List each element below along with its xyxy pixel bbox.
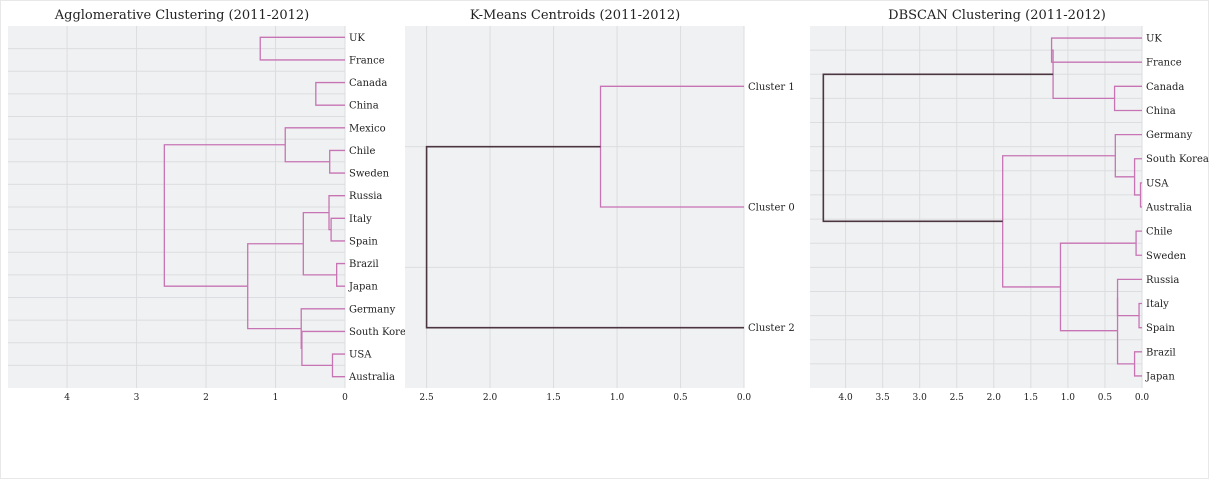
leaf-label: Cluster 2: [748, 323, 795, 334]
x-tick-label: 3.0: [913, 393, 928, 403]
x-tick-label: 1.5: [1024, 393, 1039, 403]
x-tick-label: 3: [134, 393, 140, 403]
x-tick-label: 2.5: [950, 393, 965, 403]
chart-panel-1: 2.5 2.0 1.5 1.0 0.5 0.0 K-Means Centroids (201…: [405, 8, 795, 403]
x-tick-label: 0.0: [1135, 393, 1150, 403]
leaf-label: France: [349, 55, 385, 66]
x-tick-label: 4: [64, 393, 70, 403]
x-tick-label: 0.5: [673, 393, 688, 403]
leaf-label: UK: [349, 33, 365, 44]
leaf-label: Russia: [349, 191, 382, 202]
leaf-label: Australia: [1145, 203, 1192, 214]
leaf-label: Cluster 1: [748, 82, 795, 93]
dendrogram-link: [259, 36, 345, 61]
x-tick-label: 4.0: [838, 393, 853, 403]
dendrogram-link: [247, 243, 304, 330]
x-tick-label: 1.0: [610, 393, 625, 403]
chart-panel-0: 4 3 2 1 0 Agglomerative Clustering (2011-2012…: [8, 8, 412, 403]
dendrogram-link: [425, 145, 744, 329]
leaf-label: USA: [1146, 178, 1169, 189]
leaf-label: Cluster 0: [748, 203, 795, 214]
dendrogram-link: [1133, 158, 1142, 196]
dendrogram-link: [315, 81, 345, 106]
leaf-label: Spain: [349, 236, 378, 247]
leaf-label: USA: [349, 350, 372, 361]
leaf-label: Japan: [348, 282, 378, 293]
dendrogram-link: [300, 308, 345, 350]
chart-title: K-Means Centroids (2011-2012): [470, 8, 680, 23]
leaf-label: China: [349, 101, 379, 112]
x-tick-label: 3.5: [875, 393, 890, 403]
leaf-label: Chile: [1146, 227, 1172, 238]
x-tick-label: 0: [342, 393, 348, 403]
leaf-label: Brazil: [1146, 347, 1176, 358]
leaf-label: Chile: [349, 146, 375, 157]
dendrogram-link: [1138, 302, 1142, 329]
leaf-label: Germany: [349, 304, 396, 315]
dendrogram-link: [331, 353, 345, 378]
leaf-label: Australia: [348, 372, 395, 383]
dendrogram-link: [336, 262, 345, 287]
x-tick-label: 2.5: [419, 393, 434, 403]
leaf-label: Canada: [349, 78, 387, 89]
dendrogram-link: [328, 195, 345, 231]
dendrogram-link: [1139, 182, 1142, 208]
x-tick-label: 2.0: [483, 393, 498, 403]
x-tick-label: 2: [203, 393, 209, 403]
x-tick-label: 0.0: [737, 393, 752, 403]
dendrogram-link: [822, 73, 1054, 223]
x-tick-label: 2.0: [987, 393, 1002, 403]
x-tick-label: 1.0: [1061, 393, 1076, 403]
dendrogram-link: [1002, 155, 1116, 288]
leaf-label: South Korea: [349, 327, 412, 338]
leaf-label: Sweden: [349, 169, 390, 180]
leaf-label: France: [1146, 58, 1182, 69]
chart-panel-2: 4.0 3.5 3.0 2.5 2.0 1.5 1.0 0.5 0.0 DBSCAN Cluste…: [810, 8, 1209, 403]
leaf-label: Canada: [1146, 82, 1184, 93]
leaf-label: Sweden: [1146, 251, 1187, 262]
leaf-label: UK: [1146, 34, 1162, 45]
leaf-label: Russia: [1146, 275, 1179, 286]
dendrogram-link: [301, 330, 345, 367]
x-tick-label: 1.5: [546, 393, 561, 403]
dendrogram-link: [163, 144, 286, 287]
chart-title: Agglomerative Clustering (2011-2012): [54, 8, 310, 23]
leaf-label: Japan: [1145, 371, 1175, 382]
chart-title: DBSCAN Clustering (2011-2012): [888, 8, 1106, 23]
dendrogram-link: [1116, 297, 1135, 365]
leaf-label: Mexico: [349, 123, 386, 134]
leaf-label: Germany: [1146, 130, 1193, 141]
leaf-label: South Korea: [1146, 154, 1209, 165]
leaf-label: Italy: [1146, 299, 1169, 310]
x-tick-label: 1: [273, 393, 279, 403]
x-tick-label: 0.5: [1098, 393, 1113, 403]
leaf-label: China: [1146, 106, 1176, 117]
leaf-label: Spain: [1146, 323, 1175, 334]
dendrogram-link: [1133, 351, 1142, 377]
leaf-label: Italy: [349, 214, 372, 225]
plot-area: [810, 26, 1142, 388]
leaf-label: Brazil: [349, 259, 379, 270]
